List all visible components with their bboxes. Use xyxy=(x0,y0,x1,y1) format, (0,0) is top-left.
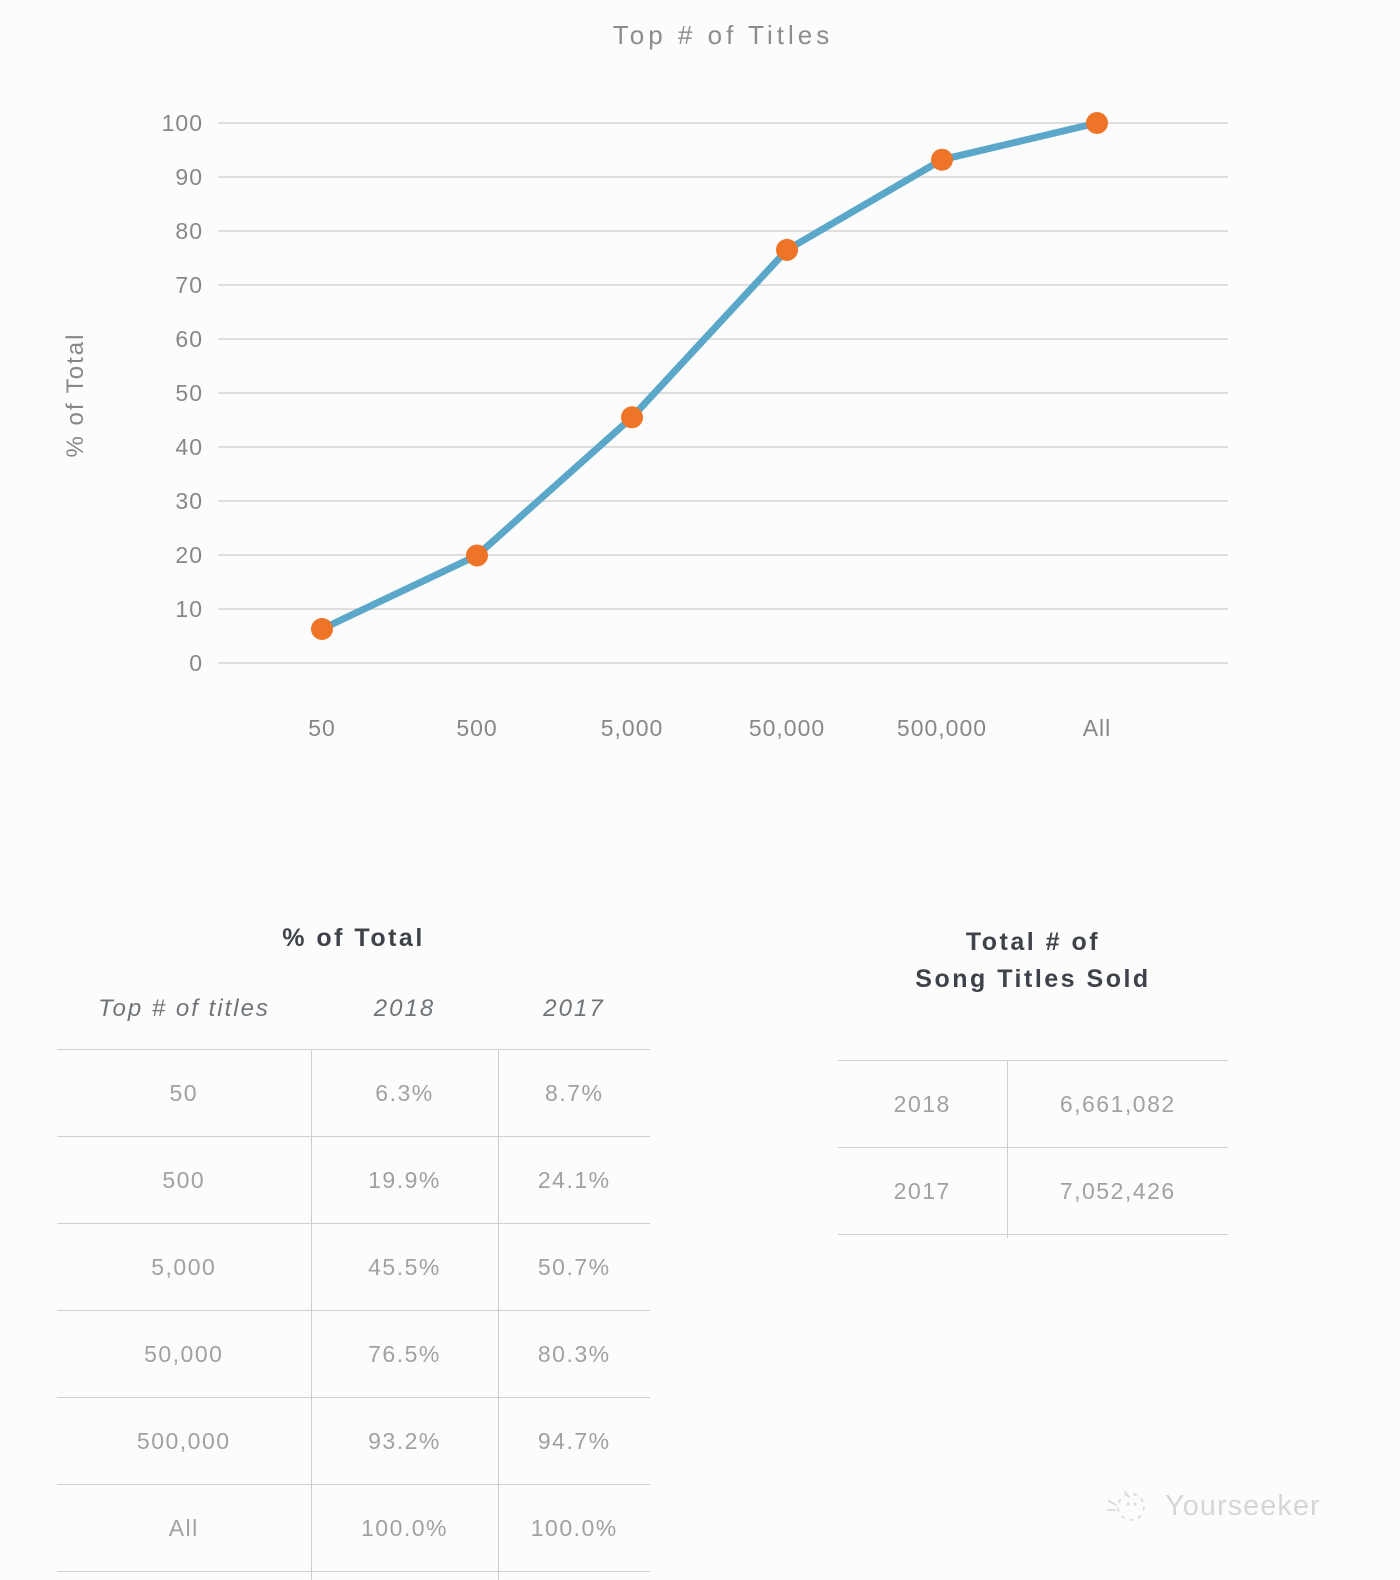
table-row: 50 6.3% 8.7% xyxy=(57,1049,650,1137)
table-row: All 100.0% 100.0% xyxy=(57,1484,650,1572)
y-tick-label: 70 xyxy=(175,272,203,298)
row-label-cell: 500,000 xyxy=(57,1397,311,1485)
chart-title: Top # of Titles xyxy=(612,20,834,50)
data-point-5,000 xyxy=(621,406,643,429)
value-2017-cell: 94.7% xyxy=(498,1397,650,1485)
value-2017-cell: 8.7% xyxy=(498,1049,650,1137)
header-2017: 2017 xyxy=(498,995,650,1050)
table-divider-extension xyxy=(1007,1228,1008,1238)
data-point-50,000 xyxy=(776,238,798,261)
table-row: 5,000 45.5% 50.7% xyxy=(57,1223,650,1311)
y-tick-label: 0 xyxy=(189,650,203,676)
x-tick-label: 5,000 xyxy=(601,715,664,741)
percent-of-total-section: % of Total Top # of titles 2018 2017 50 … xyxy=(57,918,650,1572)
y-tick-label: 60 xyxy=(175,326,203,352)
watermark-text: Yourseeker xyxy=(1165,1489,1321,1522)
header-2018: 2018 xyxy=(311,995,498,1050)
data-point-500 xyxy=(466,544,488,567)
x-tick-label: 500,000 xyxy=(897,715,987,741)
value-2018-cell: 6.3% xyxy=(310,1049,499,1137)
y-tick-label: 10 xyxy=(175,596,203,622)
value-2018-cell: 100.0% xyxy=(310,1484,499,1572)
table-row: 2018 6,661,082 xyxy=(838,1060,1228,1148)
titles-sold-table: 2018 6,661,082 2017 7,052,426 xyxy=(838,1060,1228,1235)
table-row: 50,000 76.5% 80.3% xyxy=(57,1310,650,1398)
yourseeker-watermark: Yourseeker xyxy=(1105,1484,1321,1528)
value-2017-cell: 50.7% xyxy=(498,1223,650,1311)
data-point-500,000 xyxy=(931,148,953,171)
y-tick-label: 100 xyxy=(162,110,203,136)
value-2018-cell: 93.2% xyxy=(310,1397,499,1485)
x-tick-label: 50 xyxy=(308,715,336,741)
header-row: Top # of titles 2018 2017 xyxy=(57,995,650,1050)
titles-sold-table-title: Total # of Song Titles Sold xyxy=(838,924,1228,998)
y-tick-label: 40 xyxy=(175,434,203,460)
yourseeker-logo-icon xyxy=(1107,1491,1145,1521)
value-2018-cell: 45.5% xyxy=(310,1223,499,1311)
percent-of-total-table: Top # of titles 2018 2017 50 6.3% 8.7% 5… xyxy=(57,995,650,1572)
x-tick-label: 50,000 xyxy=(749,715,825,741)
table-divider-extension xyxy=(498,1567,499,1580)
year-cell: 2017 xyxy=(838,1147,1008,1235)
value-2018-cell: 76.5% xyxy=(310,1310,499,1398)
y-tick-label: 30 xyxy=(175,488,203,514)
titles-sold-section: Total # of Song Titles Sold 2018 6,661,0… xyxy=(838,918,1228,1235)
x-tick-label: All xyxy=(1083,715,1112,741)
total-cell: 7,052,426 xyxy=(1007,1147,1228,1235)
table-row: 500,000 93.2% 94.7% xyxy=(57,1397,650,1485)
data-point-All xyxy=(1086,112,1108,134)
value-2017-cell: 80.3% xyxy=(498,1310,650,1398)
data-point-50 xyxy=(311,618,333,640)
series-line-2018 xyxy=(318,119,1101,633)
table-divider-extension xyxy=(311,1567,312,1580)
table-row: 500 19.9% 24.1% xyxy=(57,1136,650,1224)
row-label-cell: All xyxy=(57,1484,311,1572)
y-tick-label: 50 xyxy=(175,380,203,406)
percent-table-title: % of Total xyxy=(282,924,425,952)
y-tick-label: 90 xyxy=(175,164,203,190)
y-tick-label: 80 xyxy=(175,218,203,244)
row-label-cell: 500 xyxy=(57,1136,311,1224)
row-label-cell: 5,000 xyxy=(57,1223,311,1311)
y-tick-label: 20 xyxy=(175,542,203,568)
value-2017-cell: 100.0% xyxy=(498,1484,650,1572)
titles-sold-title-line1: Total # of xyxy=(965,928,1101,956)
row-label-cell: 50,000 xyxy=(57,1310,311,1398)
total-cell: 6,661,082 xyxy=(1007,1060,1228,1148)
value-2018-cell: 19.9% xyxy=(310,1136,499,1224)
year-cell: 2018 xyxy=(838,1060,1008,1148)
titles-sold-title-line2: Song Titles Sold xyxy=(915,965,1151,993)
value-2017-cell: 24.1% xyxy=(498,1136,650,1224)
header-top-titles: Top # of titles xyxy=(57,995,311,1050)
x-tick-label: 500 xyxy=(456,715,497,741)
table-row: 2017 7,052,426 xyxy=(838,1147,1228,1235)
row-label-cell: 50 xyxy=(57,1049,311,1137)
